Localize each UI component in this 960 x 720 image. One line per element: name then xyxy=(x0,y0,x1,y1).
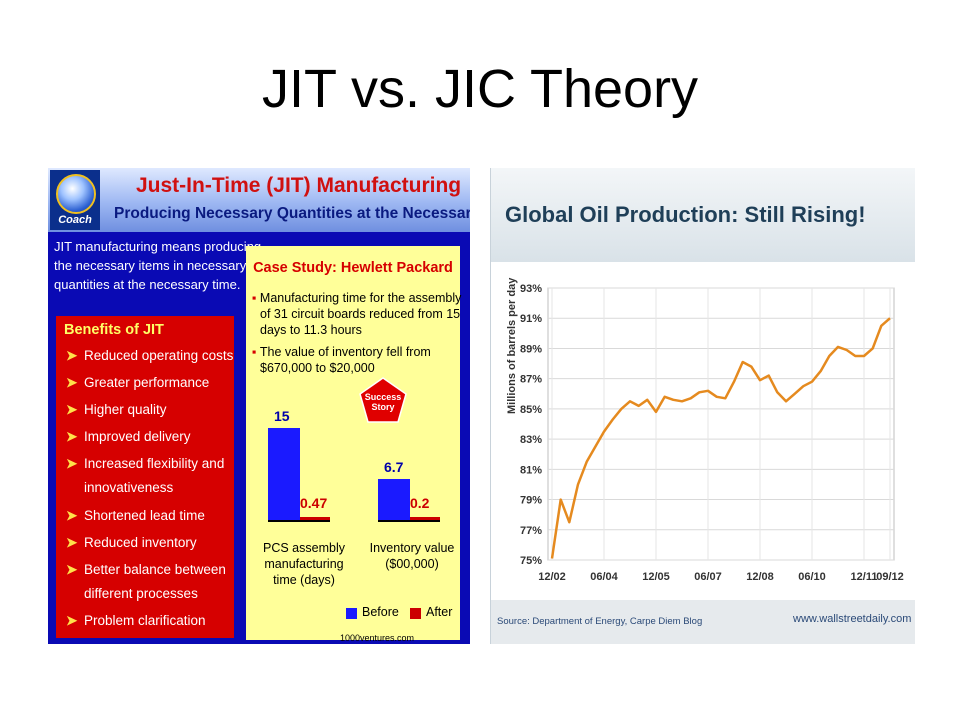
y-tick-label: 83% xyxy=(520,434,542,446)
chevron-right-icon: ➤ xyxy=(66,535,78,550)
oil-chart-title: Global Oil Production: Still Rising! xyxy=(505,202,866,227)
case-text: days to 11.3 hours xyxy=(260,323,362,337)
chevron-right-icon: ➤ xyxy=(66,613,78,628)
benefit-label: Reduced inventory xyxy=(84,535,197,550)
series-line xyxy=(550,317,891,559)
benefit-item: ➤ Better balance between xyxy=(66,558,226,582)
benefit-item-continued: innovativeness xyxy=(66,476,173,500)
jit-source: 1000ventures.com xyxy=(340,633,415,643)
benefit-item: ➤ Increased flexibility and xyxy=(66,452,224,476)
y-tick-label: 81% xyxy=(520,464,542,476)
y-tick-label: 79% xyxy=(520,495,542,507)
benefit-item: ➤ Higher quality xyxy=(66,398,167,422)
logo-label: Coach xyxy=(58,214,92,226)
benefit-label: Improved delivery xyxy=(84,429,191,444)
jit-definition: JIT manufacturing means producing the ne… xyxy=(54,237,262,294)
legend-before-swatch xyxy=(346,608,357,619)
x-tick-label: 06/10 xyxy=(798,571,826,583)
case-text: $670,000 to $20,000 xyxy=(260,361,375,375)
jit-title: Just-In-Time (JIT) Manufacturing xyxy=(136,174,462,197)
benefit-item-continued: different processes xyxy=(66,582,198,606)
benefit-label: Greater performance xyxy=(84,375,210,390)
legend-after-label: After xyxy=(426,605,453,619)
benefit-label: Better balance between xyxy=(84,562,226,577)
y-tick-label: 89% xyxy=(520,343,542,355)
benefit-label: Increased flexibility and xyxy=(84,456,225,471)
case-study-title: Case Study: Hewlett Packard xyxy=(253,260,453,276)
definition-line: quantities at the necessary time. xyxy=(54,277,241,292)
bar-axis xyxy=(378,520,440,522)
bullet-icon: ▪ xyxy=(252,345,260,359)
case-text: Manufacturing time for the assembly xyxy=(259,291,462,305)
case-bullet: ▪ Manufacturing time for the assembly of… xyxy=(252,290,461,338)
success-story-label: Success Story xyxy=(364,392,402,412)
jit-subtitle: Producing Necessary Quantities at the Ne… xyxy=(114,205,470,222)
globe-icon xyxy=(56,174,96,214)
definition-line: JIT manufacturing means producing xyxy=(54,239,262,254)
benefit-item: ➤ Reduced inventory xyxy=(66,531,197,555)
bullet-icon: ▪ xyxy=(252,291,260,305)
y-tick-label: 75% xyxy=(520,555,542,567)
benefit-label: innovativeness xyxy=(84,480,174,495)
y-tick-label: 77% xyxy=(520,525,542,537)
chevron-right-icon: ➤ xyxy=(66,562,78,577)
case-bullet: ▪ The value of inventory fell from $670,… xyxy=(252,344,456,376)
coach-logo: Coach xyxy=(50,170,100,230)
bar-axis xyxy=(268,520,330,522)
bar-after xyxy=(300,517,330,520)
chevron-right-icon: ➤ xyxy=(66,429,78,444)
legend-after-swatch xyxy=(410,608,421,619)
bar-after xyxy=(410,517,440,520)
oil-chart-site: www.wallstreetdaily.com xyxy=(793,613,912,625)
chevron-right-icon: ➤ xyxy=(66,456,78,471)
chevron-right-icon: ➤ xyxy=(66,508,78,523)
plot-area xyxy=(547,287,895,561)
x-tick-label: 12/11 xyxy=(851,571,878,583)
bar-caption: PCS assembly manufacturing time (days) xyxy=(263,541,345,587)
benefits-title: Benefits of JIT xyxy=(64,322,164,338)
benefits-box: Benefits of JIT ➤ Reduced operating costs… xyxy=(56,316,234,638)
y-tick-label: 93% xyxy=(520,283,542,295)
benefit-label: Problem clarification xyxy=(84,613,206,628)
benefit-item: ➤ Problem clarification xyxy=(66,609,206,633)
x-tick-label: 06/07 xyxy=(694,571,722,583)
bar-before-value: 6.7 xyxy=(384,458,404,475)
definition-line: the necessary items in necessary xyxy=(54,258,247,273)
case-text: The value of inventory fell from xyxy=(259,345,431,359)
bar-caption: Inventory value ($00,000) xyxy=(369,541,455,571)
oil-chart-header xyxy=(491,168,915,262)
chevron-right-icon: ➤ xyxy=(66,375,78,390)
oil-chart-source: Source: Department of Energy, Carpe Diem… xyxy=(497,616,703,627)
benefit-label: Reduced operating costs xyxy=(84,348,234,363)
oil-chart-footer xyxy=(491,600,915,644)
benefit-label: Higher quality xyxy=(84,402,167,417)
chevron-right-icon: ➤ xyxy=(66,348,78,363)
success-story-badge-icon xyxy=(359,377,407,423)
bar-before-value: 15 xyxy=(274,408,290,424)
y-tick-label: 87% xyxy=(520,374,542,386)
benefit-item: ➤ Improved delivery xyxy=(66,425,191,449)
bar-before xyxy=(268,428,300,520)
x-tick-label: 12/08 xyxy=(746,571,774,583)
bar-after-value: 0.2 xyxy=(410,495,430,511)
benefit-item: ➤ Shortened lead time xyxy=(66,504,205,528)
benefit-item: ➤ Reduced operating costs xyxy=(66,344,233,368)
benefit-item: ➤ Greater performance xyxy=(66,371,209,395)
x-tick-label: 12/02 xyxy=(538,571,566,583)
benefit-label: Shortened lead time xyxy=(84,508,205,523)
case-text: of 31 circuit boards reduced from 15 xyxy=(260,307,461,321)
slide-title: JIT vs. JIC Theory xyxy=(261,59,699,119)
x-tick-label: 06/04 xyxy=(590,571,618,583)
jit-header: Coach Just-In-Time (JIT) Manufacturing P… xyxy=(48,168,470,232)
y-tick-label: 91% xyxy=(520,313,542,325)
bar-after-value: 0.47 xyxy=(300,495,328,511)
y-tick-label: 85% xyxy=(520,404,542,416)
x-tick-label: 09/12 xyxy=(876,571,904,583)
legend-before-label: Before xyxy=(362,605,399,619)
x-tick-label: 12/05 xyxy=(642,571,670,583)
chevron-right-icon: ➤ xyxy=(66,402,78,417)
benefit-label: different processes xyxy=(84,586,198,601)
bar-before xyxy=(378,478,410,520)
